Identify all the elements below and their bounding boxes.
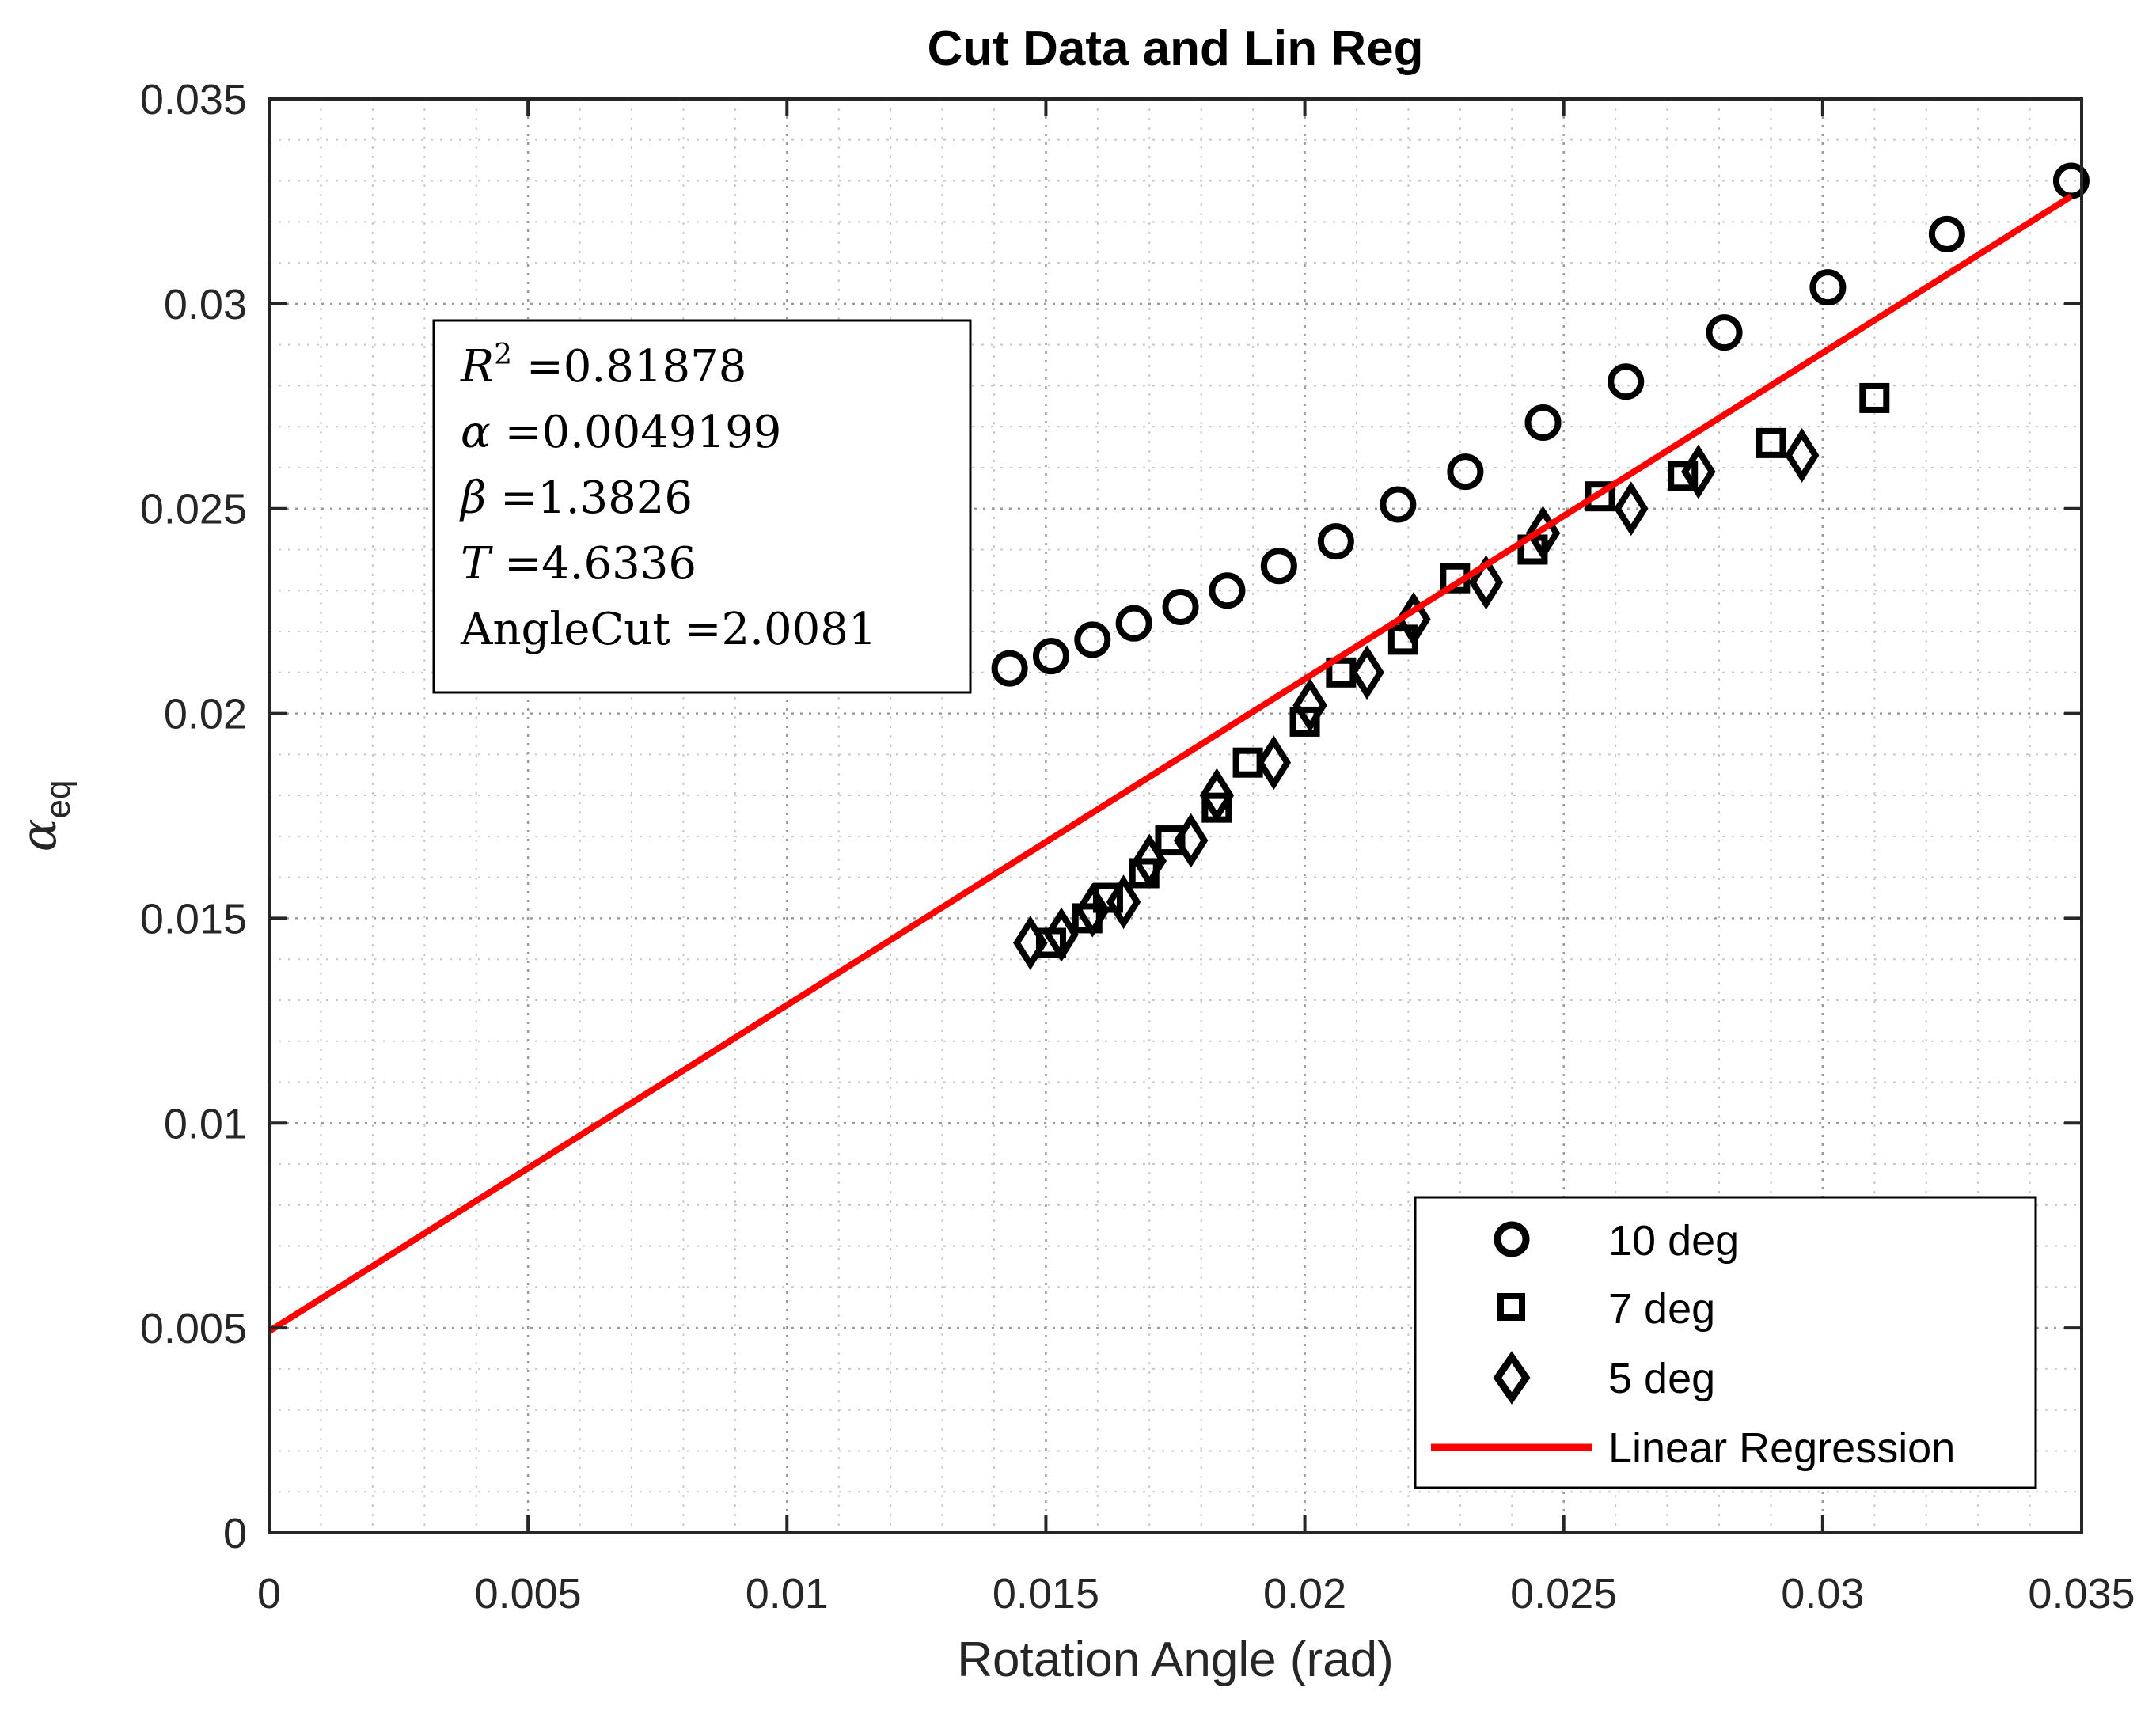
svg-text:AngleCut =2.0081: AngleCut =2.0081 (460, 604, 877, 655)
legend-label-7deg: 7 deg (1608, 1285, 1715, 1333)
series-linear-regression (267, 193, 2074, 1334)
x-tick-label: 0 (257, 1570, 281, 1617)
svg-text:α =0.0049199: α =0.0049199 (461, 407, 781, 458)
x-tick-label: 0.03 (1781, 1570, 1864, 1617)
point-5deg (1075, 882, 1110, 938)
point-10deg (1608, 363, 1645, 400)
axes-box (268, 97, 2083, 1534)
point-5deg (1784, 427, 1820, 483)
legend-circle-marker (1494, 1221, 1530, 1257)
point-10deg (1260, 548, 1297, 585)
point-10deg (1809, 269, 1847, 306)
point-10deg (1928, 215, 1965, 252)
point-5deg (1681, 444, 1716, 499)
annotation-t-value: =4.6336 (490, 538, 697, 590)
x-axis-title: Rotation Angle (rad) (957, 1633, 1393, 1687)
y-axis-title-symbol: α (9, 819, 67, 852)
point-10deg (1209, 572, 1246, 609)
annotation-box: R2 =0.81878 α =0.0049199 β =1.3826 T =4.… (432, 319, 972, 694)
regression-line (267, 193, 2074, 1334)
point-10deg (991, 650, 1028, 687)
y-tick-label: 0.035 (140, 76, 247, 123)
point-10deg (1380, 486, 1417, 523)
point-5deg (1173, 813, 1209, 868)
annotation-alpha-var: α (461, 407, 491, 458)
svg-text:αeq: αeq (9, 780, 78, 852)
point-10deg (1115, 605, 1152, 642)
point-5deg (1013, 915, 1048, 970)
point-7deg (1155, 825, 1186, 856)
x-tick-label: 0.01 (746, 1570, 829, 1617)
annotation-anglecut-var: AngleCut (460, 604, 670, 655)
annotation-anglecut-value: =2.0081 (670, 604, 877, 655)
y-axis-title-subscript: eq (39, 780, 78, 819)
x-tick-label: 0.035 (2028, 1570, 2135, 1617)
x-tick-label: 0.005 (475, 1570, 582, 1617)
annotation-r2-var: R (460, 341, 494, 393)
y-axis-title: αeq (9, 780, 78, 852)
legend-label-5deg: 5 deg (1608, 1355, 1715, 1402)
point-5deg (1199, 768, 1235, 823)
point-10deg (1074, 621, 1111, 658)
x-tick-label: 0.025 (1510, 1570, 1617, 1617)
point-10deg (1032, 638, 1069, 675)
series-layer (267, 162, 2090, 1334)
point-7deg (1668, 461, 1699, 491)
y-tick-label: 0 (223, 1510, 247, 1557)
series-10-deg (991, 162, 2090, 687)
point-5deg (1468, 555, 1504, 610)
svg-text:R2 =0.81878: R2 =0.81878 (460, 339, 746, 393)
y-tick-label: 0.03 (164, 281, 247, 328)
ticks (268, 97, 2083, 1534)
legend-square-marker (1497, 1293, 1525, 1321)
point-5deg (1349, 645, 1384, 700)
legend: 10 deg 7 deg 5 deg Linear Regression (1414, 1196, 2037, 1489)
point-10deg (1447, 453, 1484, 491)
point-7deg (1756, 427, 1786, 458)
y-tick-label: 0.015 (140, 895, 247, 942)
point-5deg (1106, 874, 1141, 930)
point-10deg (1317, 523, 1354, 560)
annotation-beta-value: =1.3826 (486, 472, 693, 524)
legend-label-10deg: 10 deg (1608, 1217, 1739, 1265)
y-tick-label: 0.02 (164, 691, 247, 738)
point-5deg (1132, 833, 1167, 889)
x-tick-label: 0.02 (1263, 1570, 1346, 1617)
y-tick-label: 0.005 (140, 1305, 247, 1352)
annotation-beta-var: β (459, 472, 486, 524)
point-10deg (1706, 314, 1743, 351)
annotation-alpha-value: =0.0049199 (491, 407, 782, 458)
y-tick-label: 0.01 (164, 1100, 247, 1147)
tick-labels: 0 0.005 0.01 0.015 0.02 0.025 0.03 0.035 0 0.005 0… (140, 76, 2135, 1617)
annotation-t-var: T (461, 538, 493, 590)
point-5deg (1614, 481, 1649, 537)
annotation-r2-sup: 2 (494, 339, 512, 371)
legend-diamond-marker (1493, 1351, 1531, 1405)
point-10deg (2052, 162, 2090, 199)
point-5deg (1396, 591, 1431, 647)
x-tick-label: 0.015 (993, 1570, 1099, 1617)
point-10deg (1162, 588, 1199, 625)
point-5deg (1044, 907, 1079, 962)
point-7deg (1585, 481, 1615, 512)
svg-text:β =1.3826: β =1.3826 (459, 472, 693, 524)
point-10deg (1524, 404, 1562, 441)
chart-title: Cut Data and Lin Reg (928, 21, 1424, 76)
annotation-r2-value: =0.81878 (512, 341, 746, 393)
point-5deg (1256, 735, 1292, 791)
y-tick-label: 0.025 (140, 486, 247, 533)
point-5deg (1292, 677, 1327, 733)
point-7deg (1859, 382, 1890, 413)
legend-label-linreg: Linear Regression (1608, 1424, 1955, 1472)
svg-text:T =4.6336: T =4.6336 (461, 538, 697, 590)
